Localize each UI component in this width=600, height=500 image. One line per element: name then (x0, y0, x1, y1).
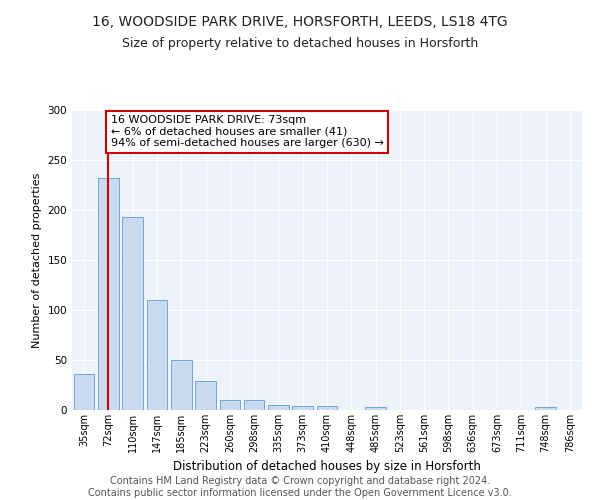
Bar (268, 405, 289, 410)
Bar (171, 360, 191, 410)
Bar (535, 407, 556, 410)
Bar (146, 300, 167, 410)
Bar (195, 381, 216, 410)
Bar (98, 178, 119, 410)
Text: 16, WOODSIDE PARK DRIVE, HORSFORTH, LEEDS, LS18 4TG: 16, WOODSIDE PARK DRIVE, HORSFORTH, LEED… (92, 15, 508, 29)
Bar (74, 374, 94, 410)
Bar (317, 406, 337, 410)
Bar (220, 400, 240, 410)
Text: Size of property relative to detached houses in Horsforth: Size of property relative to detached ho… (122, 38, 478, 51)
Bar (244, 400, 265, 410)
Bar (292, 406, 313, 410)
Text: 16 WOODSIDE PARK DRIVE: 73sqm
← 6% of detached houses are smaller (41)
94% of se: 16 WOODSIDE PARK DRIVE: 73sqm ← 6% of de… (111, 115, 384, 148)
Bar (365, 407, 386, 410)
Text: Contains HM Land Registry data © Crown copyright and database right 2024.
Contai: Contains HM Land Registry data © Crown c… (88, 476, 512, 498)
Y-axis label: Number of detached properties: Number of detached properties (32, 172, 42, 348)
Bar (122, 217, 143, 410)
X-axis label: Distribution of detached houses by size in Horsforth: Distribution of detached houses by size … (173, 460, 481, 473)
